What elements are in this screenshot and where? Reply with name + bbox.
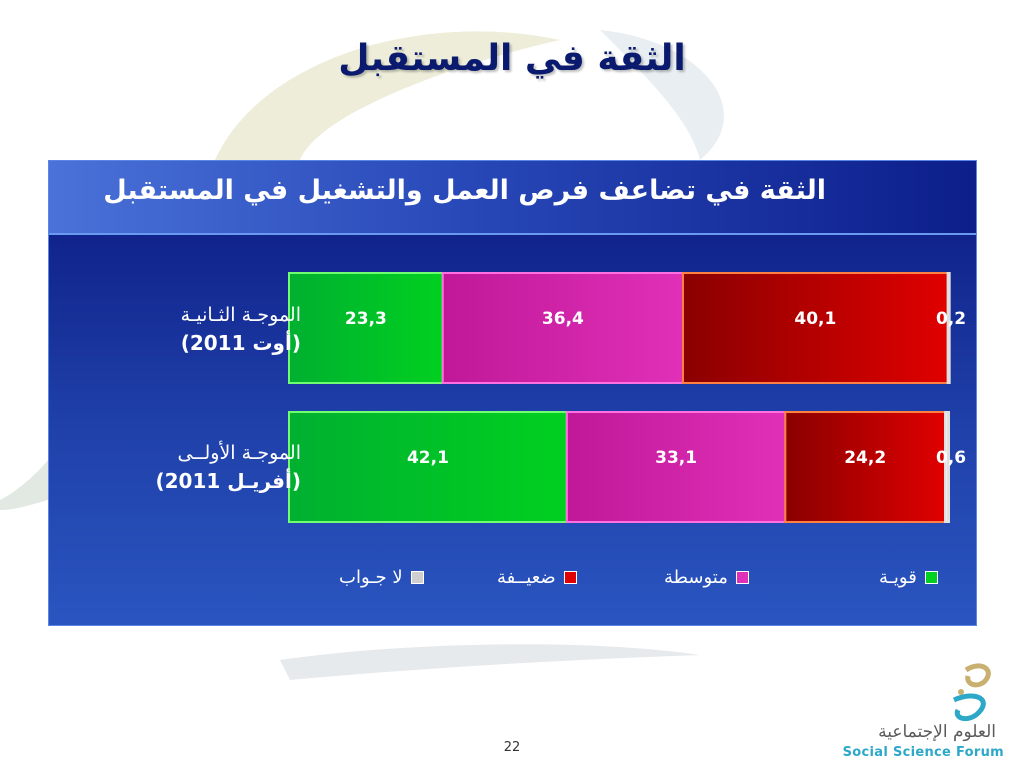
chart-panel: الثقة في تضاعف فرص العمل والتشغيل في الم… (48, 160, 977, 626)
legend-label-strong: قويـة (879, 566, 917, 588)
data-label-1-3: 0,6 (936, 448, 966, 468)
bar-0-1 (441, 272, 685, 384)
chart-header: الثقة في تضاعف فرص العمل والتشغيل في الم… (49, 161, 976, 235)
category-label-1: الموجـة الأولــى (أفريـل 2011) (121, 439, 301, 495)
bar-1-2 (784, 411, 947, 523)
logo-english-text: Social Science Forum (842, 745, 1004, 760)
legend-item-weak: ضعيــفة (497, 565, 577, 589)
legend-swatch-medium (735, 570, 749, 584)
category-label-0-line1: الموجـة الثـانيـة (180, 304, 301, 326)
data-label-1-1: 33,1 (655, 448, 697, 468)
bar-1-0 (288, 411, 568, 523)
page-number: 22 (503, 740, 521, 755)
data-label-1-2: 24,2 (844, 448, 886, 468)
slide-title: الثقة في المستقبل (338, 38, 686, 79)
legend-swatch-weak (563, 570, 577, 584)
category-label-1-line1: الموجـة الأولــى (177, 442, 301, 464)
bar-0-3 (946, 272, 951, 384)
logo-arabic-text: العلوم الإجتماعية (878, 722, 996, 742)
chart-title: الثقة في تضاعف فرص العمل والتشغيل في الم… (103, 175, 826, 206)
bar-1-1 (565, 411, 787, 523)
stacked-bar-chart: 23,3 36,4 40,1 0,2 42,1 33,1 24,2 0,6 (288, 272, 966, 523)
legend-item-medium: متوسطة (664, 565, 749, 589)
data-label-0-0: 23,3 (345, 309, 387, 329)
legend-item-strong: قويـة (879, 565, 938, 589)
category-label-0: الموجـة الثـانيـة (أوت 2011) (121, 301, 301, 357)
bar-0-2 (682, 272, 949, 384)
category-label-0-line2: (أوت 2011) (180, 331, 301, 355)
social-science-forum-logo: العلوم الإجتماعية Social Science Forum (826, 660, 1006, 765)
data-label-0-1: 36,4 (542, 309, 584, 329)
logo-mark-icon (952, 663, 991, 722)
legend-label-no-answer: لا جـواب (339, 566, 403, 588)
bar-1-3 (944, 411, 950, 523)
category-label-1-line2: (أفريـل 2011) (155, 469, 301, 493)
legend-label-weak: ضعيــفة (497, 566, 556, 588)
legend-swatch-strong (924, 570, 938, 584)
legend-item-no-answer: لا جـواب (339, 565, 424, 589)
legend-label-medium: متوسطة (664, 566, 728, 588)
data-label-0-2: 40,1 (794, 309, 836, 329)
data-label-0-3: 0,2 (936, 309, 966, 329)
data-label-1-0: 42,1 (407, 448, 449, 468)
legend-swatch-no-answer (410, 570, 424, 584)
